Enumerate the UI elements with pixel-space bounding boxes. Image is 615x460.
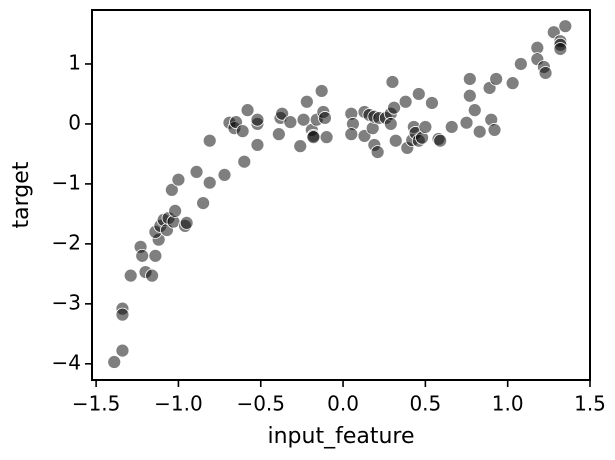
point — [467, 103, 482, 118]
point — [538, 66, 553, 80]
point — [487, 123, 502, 137]
point — [237, 154, 252, 169]
plot-frame — [91, 9, 591, 381]
point — [168, 203, 183, 218]
x-tick-label: 1.0 — [492, 392, 524, 416]
point — [250, 112, 265, 127]
point — [240, 103, 255, 118]
point — [107, 355, 122, 369]
point — [235, 124, 250, 139]
point — [387, 100, 401, 115]
x-tick-label: 0.0 — [327, 392, 359, 416]
point — [385, 75, 400, 89]
point — [196, 196, 211, 210]
point — [275, 106, 290, 121]
point — [179, 215, 194, 230]
point — [202, 133, 217, 148]
point — [250, 138, 265, 152]
y-tick-label: −4 — [52, 350, 81, 374]
point — [459, 115, 474, 130]
x-tick-label: 0.5 — [409, 392, 441, 416]
point — [283, 115, 298, 130]
point — [293, 139, 308, 154]
point — [462, 72, 477, 86]
point — [425, 96, 439, 110]
point — [164, 183, 179, 197]
point — [135, 248, 150, 263]
point — [171, 172, 186, 187]
point — [202, 175, 217, 190]
point — [418, 120, 433, 134]
point — [115, 307, 130, 322]
y-tick-label: −1 — [52, 170, 81, 194]
point — [370, 145, 385, 160]
point — [505, 76, 520, 91]
x-axis-label: input_feature — [267, 424, 414, 449]
point — [411, 87, 426, 101]
point — [383, 117, 398, 131]
point — [472, 124, 487, 139]
point — [558, 19, 573, 34]
x-tick-label: 1.5 — [574, 392, 606, 416]
point — [306, 130, 321, 145]
point — [217, 168, 232, 182]
point — [513, 57, 528, 71]
point — [553, 42, 568, 56]
point — [123, 268, 138, 283]
point — [318, 111, 332, 125]
point — [388, 133, 403, 148]
point — [489, 72, 504, 86]
point — [319, 130, 334, 145]
point — [115, 343, 130, 358]
point — [344, 127, 359, 142]
y-axis-label: target — [9, 161, 34, 228]
point — [444, 120, 459, 134]
point — [462, 88, 477, 103]
point — [145, 268, 159, 283]
point — [271, 127, 286, 142]
point — [433, 133, 448, 148]
x-tick-label: −1.5 — [72, 392, 121, 416]
point — [189, 165, 204, 179]
x-tick-label: −0.5 — [236, 392, 285, 416]
y-tick-label: −3 — [52, 290, 81, 314]
x-tick-label: −1.0 — [154, 392, 203, 416]
y-tick-label: −2 — [52, 230, 81, 254]
y-tick-label: 1 — [68, 50, 81, 74]
point — [148, 248, 163, 263]
y-tick-label: 0 — [68, 110, 81, 134]
point — [398, 94, 413, 109]
point — [314, 84, 329, 98]
point — [299, 94, 314, 109]
